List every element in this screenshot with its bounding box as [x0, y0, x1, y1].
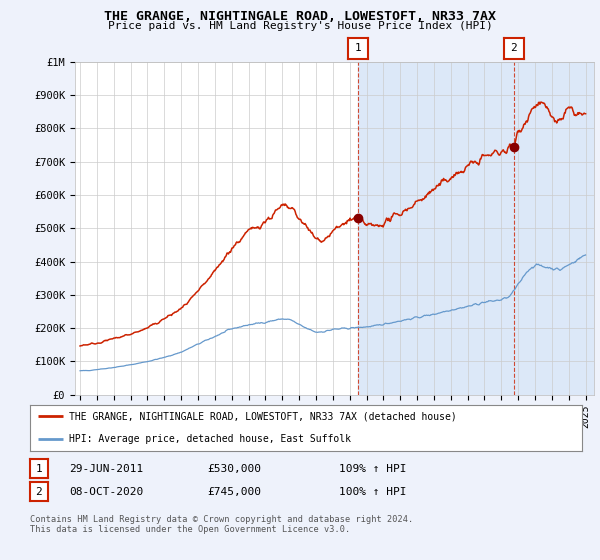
Text: This data is licensed under the Open Government Licence v3.0.: This data is licensed under the Open Gov…	[30, 525, 350, 534]
Text: 1: 1	[355, 43, 361, 53]
Text: HPI: Average price, detached house, East Suffolk: HPI: Average price, detached house, East…	[68, 435, 350, 444]
Text: 2: 2	[511, 43, 517, 53]
Text: Price paid vs. HM Land Registry's House Price Index (HPI): Price paid vs. HM Land Registry's House …	[107, 21, 493, 31]
Text: 1: 1	[35, 464, 43, 474]
Text: THE GRANGE, NIGHTINGALE ROAD, LOWESTOFT, NR33 7AX: THE GRANGE, NIGHTINGALE ROAD, LOWESTOFT,…	[104, 10, 496, 23]
Text: 2: 2	[35, 487, 43, 497]
Text: 29-JUN-2011: 29-JUN-2011	[69, 464, 143, 474]
Text: £745,000: £745,000	[207, 487, 261, 497]
Text: 100% ↑ HPI: 100% ↑ HPI	[339, 487, 407, 497]
Bar	[358, 62, 600, 395]
Text: £530,000: £530,000	[207, 464, 261, 474]
Text: 109% ↑ HPI: 109% ↑ HPI	[339, 464, 407, 474]
Text: 08-OCT-2020: 08-OCT-2020	[69, 487, 143, 497]
Text: THE GRANGE, NIGHTINGALE ROAD, LOWESTOFT, NR33 7AX (detached house): THE GRANGE, NIGHTINGALE ROAD, LOWESTOFT,…	[68, 412, 457, 421]
Text: Contains HM Land Registry data © Crown copyright and database right 2024.: Contains HM Land Registry data © Crown c…	[30, 515, 413, 524]
